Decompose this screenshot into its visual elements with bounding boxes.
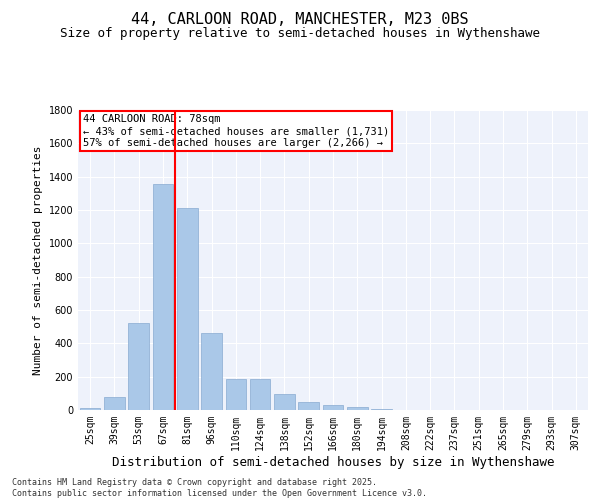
Text: 44, CARLOON ROAD, MANCHESTER, M23 0BS: 44, CARLOON ROAD, MANCHESTER, M23 0BS — [131, 12, 469, 28]
Bar — [371, 409, 392, 410]
Bar — [226, 379, 246, 410]
Bar — [274, 394, 295, 410]
Bar — [201, 332, 222, 410]
Bar — [152, 184, 173, 410]
Bar — [347, 406, 368, 410]
Text: Size of property relative to semi-detached houses in Wythenshawe: Size of property relative to semi-detach… — [60, 28, 540, 40]
Bar — [80, 408, 100, 410]
Text: 44 CARLOON ROAD: 78sqm
← 43% of semi-detached houses are smaller (1,731)
57% of : 44 CARLOON ROAD: 78sqm ← 43% of semi-det… — [83, 114, 389, 148]
X-axis label: Distribution of semi-detached houses by size in Wythenshawe: Distribution of semi-detached houses by … — [112, 456, 554, 468]
Bar — [323, 405, 343, 410]
Bar — [128, 322, 149, 410]
Bar — [298, 402, 319, 410]
Bar — [177, 208, 197, 410]
Text: Contains HM Land Registry data © Crown copyright and database right 2025.
Contai: Contains HM Land Registry data © Crown c… — [12, 478, 427, 498]
Bar — [104, 396, 125, 410]
Bar — [250, 379, 271, 410]
Y-axis label: Number of semi-detached properties: Number of semi-detached properties — [33, 145, 43, 375]
